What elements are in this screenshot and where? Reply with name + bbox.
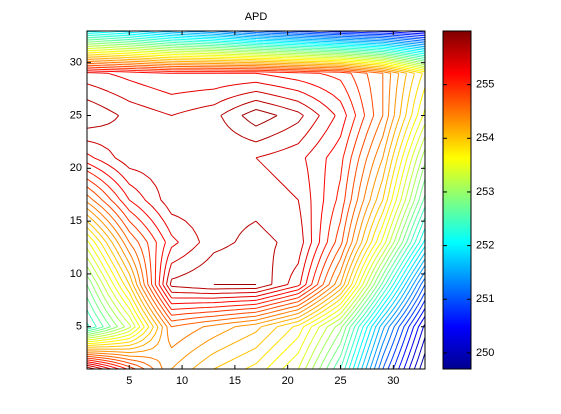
contour-line	[319, 30, 426, 370]
contour-line	[213, 30, 426, 370]
chart-title: APD	[245, 11, 268, 23]
contour-line	[86, 34, 426, 370]
contour-line	[419, 353, 426, 370]
contour-line	[255, 30, 426, 370]
colorbar-tick-label: 252	[476, 240, 494, 252]
x-tick-label: 30	[387, 375, 399, 387]
contour-line	[86, 83, 320, 370]
plot-frame	[86, 30, 426, 370]
contour-line	[86, 53, 423, 370]
contour-line	[86, 51, 426, 370]
x-tick-label: 15	[229, 375, 241, 387]
y-tick-label: 5	[76, 321, 82, 333]
contour-line	[86, 47, 426, 370]
contour-line	[86, 62, 384, 370]
contour-line	[86, 70, 347, 370]
contour-line	[213, 109, 278, 285]
contour-line	[86, 99, 304, 370]
y-tick-label: 30	[70, 57, 82, 69]
colorbar-frame	[442, 30, 472, 370]
colorbar-tick-label: 250	[476, 347, 494, 359]
contour-line	[86, 59, 400, 370]
contour-line	[86, 68, 357, 370]
x-tick-label: 25	[334, 375, 346, 387]
colorbar-tick-label: 255	[476, 79, 494, 91]
contour-line	[86, 60, 392, 370]
x-tick-label: 20	[282, 375, 294, 387]
y-tick-label: 25	[70, 109, 82, 121]
contour-line	[86, 42, 426, 370]
x-tick-label: 5	[126, 375, 132, 387]
contour-line	[86, 49, 426, 370]
colorbar-tick-label: 251	[476, 293, 494, 305]
contour-line	[361, 30, 426, 370]
y-tick-label: 20	[70, 162, 82, 174]
contour-line	[86, 57, 407, 370]
contour-line	[234, 30, 426, 370]
contour-line	[86, 33, 426, 370]
contour-line	[86, 46, 426, 370]
contour-line	[86, 64, 375, 370]
colorbar	[443, 31, 471, 369]
contour-line	[86, 72, 336, 370]
colorbar-tick-label: 253	[476, 186, 494, 198]
contour-line	[86, 40, 426, 370]
contour-line	[86, 55, 415, 370]
x-tick-label: 10	[176, 375, 188, 387]
contour-line	[413, 337, 426, 370]
contour-line	[408, 323, 426, 370]
y-tick-label: 10	[70, 268, 82, 280]
contour-line	[86, 31, 426, 370]
contour-line	[86, 38, 426, 370]
contour-line	[86, 44, 426, 370]
contour-line	[86, 66, 366, 370]
contour-line	[157, 30, 426, 370]
y-tick-label: 15	[70, 215, 82, 227]
colorbar-tick-label: 254	[476, 132, 494, 144]
contour-line	[108, 30, 426, 370]
contour-line	[86, 36, 426, 370]
